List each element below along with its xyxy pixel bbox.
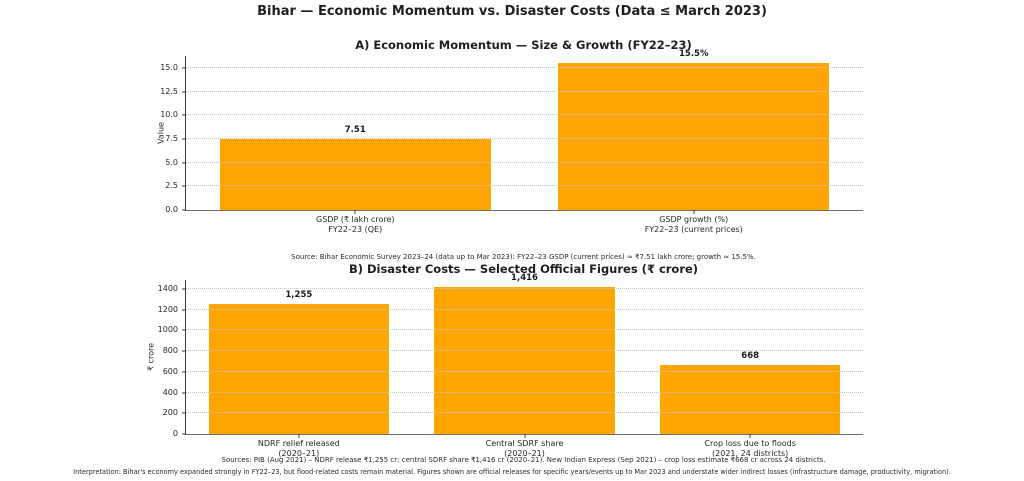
y-tick-mark <box>182 350 186 352</box>
y-tick-label: 12.5 <box>160 86 178 96</box>
bar-2 <box>558 63 830 210</box>
y-tick-mark <box>182 309 186 311</box>
y-tick-label: 0 <box>172 429 178 438</box>
y-tick-label: 800 <box>162 346 178 356</box>
y-tick-label: 5.0 <box>165 157 178 167</box>
x-tick-label: NDRF relief released (2020–21) <box>257 439 340 459</box>
y-tick-label: 1000 <box>157 325 178 335</box>
y-tick-label: 7.5 <box>165 134 178 144</box>
y-tick-mark <box>182 288 186 290</box>
subplot-a-y-axis-label: Value <box>156 122 166 144</box>
subplot-a-plot-area: 0.0 2.5 5.0 7.5 10.0 12.5 15.0 7.51 GSDP (₹ lakh… <box>160 49 863 234</box>
x-tick-mark <box>524 434 525 438</box>
bar-3 <box>659 364 841 434</box>
y-tick-mark <box>182 412 186 414</box>
x-tick-label: GSDP growth (%) FY22–23 (current prices) <box>644 215 743 235</box>
y-tick-label: 200 <box>162 408 178 418</box>
y-tick-mark <box>182 371 186 373</box>
subplot-b-y-axis-label: ₹ crore <box>146 342 156 372</box>
bar-value-label: 1,255 <box>285 290 313 301</box>
bar-1 <box>208 304 390 434</box>
y-tick-mark <box>182 138 186 140</box>
subplot-b-title: B) Disaster Costs — Selected Official Fi… <box>348 262 699 276</box>
x-tick-mark <box>354 210 356 214</box>
y-tick-label: 400 <box>162 387 178 397</box>
y-tick-label: 1400 <box>157 284 178 294</box>
y-tick-label: 15.0 <box>160 63 178 73</box>
bar-value-label: 15.5% <box>679 49 709 60</box>
figure-title: Bihar — Economic Momentum vs. Disaster C… <box>257 4 767 19</box>
bar-value-label: 7.51 <box>344 124 366 135</box>
y-tick-label: 10.0 <box>160 110 178 120</box>
y-tick-mark <box>182 67 186 69</box>
y-tick-mark <box>182 91 186 93</box>
y-tick-mark <box>182 209 186 211</box>
bar-value-label: 1,416 <box>511 273 538 284</box>
y-tick-label: 600 <box>162 366 178 376</box>
subplot-a-source-note: Source: Bihar Economic Survey 2023–24 (d… <box>291 253 756 261</box>
x-tick-mark <box>749 434 751 438</box>
y-tick-label: 2.5 <box>165 181 178 191</box>
y-tick-mark <box>182 329 186 331</box>
x-tick-mark <box>298 434 300 438</box>
y-tick-mark <box>182 185 186 187</box>
y-tick-label: 1200 <box>157 304 178 314</box>
y-tick-mark <box>182 392 186 394</box>
subplot-b-plot-area: 0 200 400 600 800 1000 1200 1400 1,255 NDRF relie… <box>158 273 863 458</box>
bar-value-label: 668 <box>741 350 760 361</box>
bar-1 <box>219 138 491 210</box>
subplot-a-title: A) Economic Momentum — Size & Growth (FY… <box>355 38 692 52</box>
x-tick-label: GSDP (₹ lakh crore) FY22–23 (QE) <box>316 215 395 235</box>
y-tick-mark <box>182 433 186 435</box>
x-tick-label: Crop loss due to floods (2021, 24 distri… <box>704 439 796 459</box>
x-tick-label: Central SDRF share (2020–21) <box>485 439 564 459</box>
y-tick-mark <box>182 114 186 116</box>
y-tick-mark <box>182 162 186 164</box>
y-tick-label: 0.0 <box>165 205 178 214</box>
x-tick-mark <box>693 210 695 214</box>
interpretation-note: Interpretation: Bihar's economy expanded… <box>73 468 951 476</box>
subplot-b-source-note: Sources: PIB (Aug 2021) – NDRF release ₹… <box>221 456 826 464</box>
bar-2 <box>434 287 615 434</box>
